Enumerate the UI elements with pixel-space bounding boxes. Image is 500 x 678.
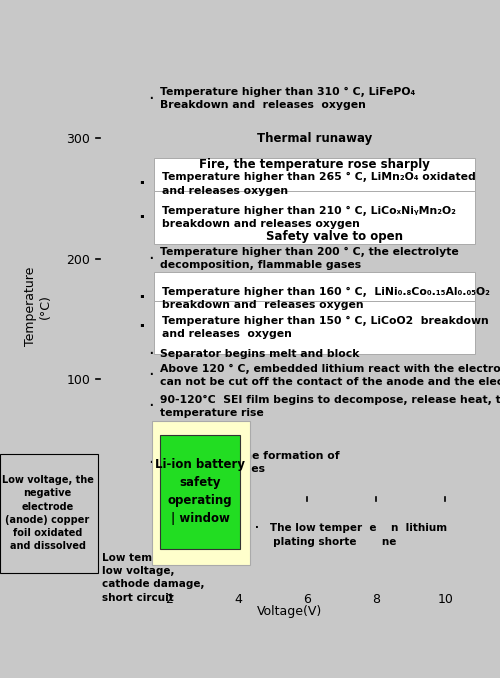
Text: Fire, the temperature rose sharply: Fire, the temperature rose sharply [198,159,430,172]
Bar [154,300,475,353]
Text: Temperature higher than 150 ° C, LiCoO2  breakdown
and releases  oxygen: Temperature higher than 150 ° C, LiCoO2 … [162,315,489,339]
Text: ·: · [148,89,154,108]
Text: Safety valve to open: Safety valve to open [266,231,404,243]
Text: ·: · [148,397,154,416]
Text: Above 120 ° C, embedded lithium react with the electrolyte, SEI
can not be cut o: Above 120 ° C, embedded lithium react wi… [160,363,500,386]
Text: ·: · [138,175,145,193]
Text: ·: · [138,290,145,307]
Text: Temperature higher than 210 ° C, LiCoₓNiᵧMn₂O₂
breakdown and releases oxygen: Temperature higher than 210 ° C, LiCoₓNi… [162,206,456,229]
Text: Temperature higher than 160 ° C,  LiNi₀.₈Co₀.₁₅Al₀.₀₅O₂
breakdown and  releases : Temperature higher than 160 ° C, LiNi₀.₈… [162,287,490,310]
Text: Temperature
(°C): Temperature (°C) [24,267,52,346]
Text: ·: · [148,344,154,363]
Text: Li-ion battery
safety
operating
| window: Li-ion battery safety operating | window [155,458,245,525]
Text: Overcharge, the formation of
lithium dendrites: Overcharge, the formation of lithium den… [160,452,340,475]
Text: ·: · [148,250,154,268]
Text: ·   The low temper  e    n  lithium
     plating shorte       ne: · The low temper e n lithium plating sho… [256,523,448,547]
Text: Temperature higher than 265 ° C, LiMn₂O₄ oxidated
and releases oxygen: Temperature higher than 265 ° C, LiMn₂O₄… [162,172,476,196]
Text: ·: · [138,209,145,226]
Text: ·: · [148,366,154,384]
Bar [154,272,475,325]
Text: 90-120°C  SEI film begins to decompose, release heat, the
temperature rise: 90-120°C SEI film begins to decompose, r… [160,395,500,418]
Text: Low temperature,
low voltage,
cathode damage,
short circuit: Low temperature, low voltage, cathode da… [102,553,208,603]
Text: ·: · [148,454,154,472]
Text: Voltage(V): Voltage(V) [258,605,322,618]
Text: Low voltage, the
negative
electrode
(anode) copper
foil oxidated
and dissolved: Low voltage, the negative electrode (ano… [2,475,94,551]
Bar [160,435,240,549]
Bar [152,421,250,565]
Text: Temperature higher than 200 ° C, the electrolyte
decomposition, flammable gases: Temperature higher than 200 ° C, the ele… [160,247,459,271]
Text: Temperature higher than 310 ° C, LiFePO₄
Breakdown and  releases  oxygen: Temperature higher than 310 ° C, LiFePO₄… [160,87,416,111]
Text: ·: · [138,318,145,336]
Bar [154,191,475,244]
Bar [154,157,475,210]
Text: Thermal runaway: Thermal runaway [256,132,372,145]
Text: Separator begins melt and block: Separator begins melt and block [160,348,360,359]
